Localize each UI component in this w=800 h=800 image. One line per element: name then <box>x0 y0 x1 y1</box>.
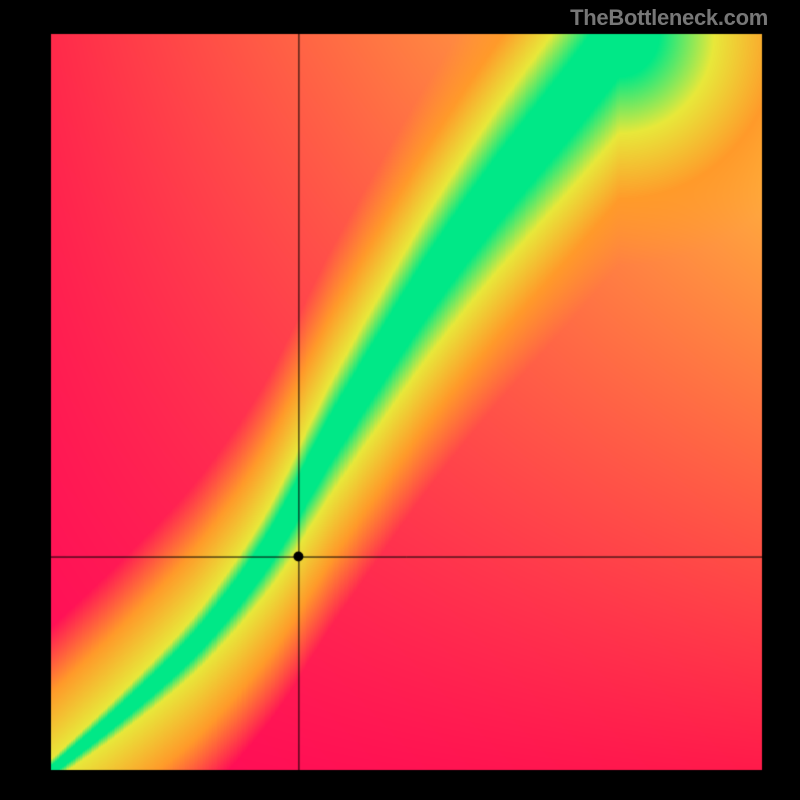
chart-container: TheBottleneck.com <box>0 0 800 800</box>
heatmap-canvas <box>0 0 800 800</box>
watermark-text: TheBottleneck.com <box>570 5 768 31</box>
